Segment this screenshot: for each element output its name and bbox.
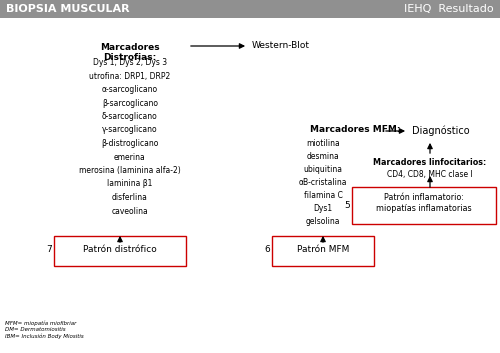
Text: Patrón distrófico: Patrón distrófico bbox=[83, 245, 157, 255]
Text: Marcadores MFM:: Marcadores MFM: bbox=[310, 125, 400, 134]
Text: disferlina: disferlina bbox=[112, 193, 148, 202]
Text: miotilina: miotilina bbox=[306, 139, 340, 148]
Text: utrofina: DRP1, DRP2: utrofina: DRP1, DRP2 bbox=[90, 72, 170, 80]
Text: MFM= miopatía miofibriar
DM= Dermatomiositis
IBM= Inclusión Body Miositis: MFM= miopatía miofibriar DM= Dermatomios… bbox=[5, 321, 84, 339]
Text: caveolina: caveolina bbox=[112, 207, 148, 215]
Text: ubiquitina: ubiquitina bbox=[304, 165, 343, 174]
FancyBboxPatch shape bbox=[54, 236, 186, 266]
Text: α-sarcoglicano: α-sarcoglicano bbox=[102, 85, 158, 94]
FancyBboxPatch shape bbox=[0, 0, 500, 18]
Text: desmina: desmina bbox=[306, 152, 340, 161]
Text: IEHQ  Resultado: IEHQ Resultado bbox=[404, 4, 494, 14]
Text: Diagnóstico: Diagnóstico bbox=[412, 126, 470, 136]
FancyBboxPatch shape bbox=[272, 236, 374, 266]
Text: Dys 1, Dys 2, Dys 3: Dys 1, Dys 2, Dys 3 bbox=[93, 58, 167, 67]
Text: Marcadores linfocitarios:: Marcadores linfocitarios: bbox=[374, 158, 486, 167]
Text: merosina (laminina alfa-2): merosina (laminina alfa-2) bbox=[79, 166, 181, 175]
Text: BIOPSIA MUSCULAR: BIOPSIA MUSCULAR bbox=[6, 4, 130, 14]
FancyBboxPatch shape bbox=[352, 187, 496, 224]
Text: Western-Blot: Western-Blot bbox=[252, 42, 310, 50]
Text: γ-sarcoglicano: γ-sarcoglicano bbox=[102, 126, 158, 134]
Text: Marcadores
Distrofias:: Marcadores Distrofias: bbox=[100, 43, 160, 62]
Text: Patrón inflamatorio:
miopatías inflamatorias: Patrón inflamatorio: miopatías inflamato… bbox=[376, 193, 472, 213]
Text: β-distroglicano: β-distroglicano bbox=[102, 139, 158, 148]
Text: Dys1: Dys1 bbox=[314, 204, 332, 213]
Text: 5: 5 bbox=[344, 201, 350, 209]
Text: δ-sarcoglicano: δ-sarcoglicano bbox=[102, 112, 158, 121]
Text: CD4, CD8, MHC clase I: CD4, CD8, MHC clase I bbox=[387, 170, 473, 179]
Text: filamina C: filamina C bbox=[304, 191, 343, 200]
Text: emerina: emerina bbox=[114, 152, 146, 162]
Text: 7: 7 bbox=[46, 245, 52, 255]
Text: gelsolina: gelsolina bbox=[306, 217, 340, 226]
Text: Patrón MFM: Patrón MFM bbox=[297, 245, 349, 255]
Text: αB-cristalina: αB-cristalina bbox=[299, 178, 347, 187]
Text: 6: 6 bbox=[264, 245, 270, 255]
Text: β-sarcoglicano: β-sarcoglicano bbox=[102, 98, 158, 108]
Text: laminina β1: laminina β1 bbox=[108, 179, 152, 189]
